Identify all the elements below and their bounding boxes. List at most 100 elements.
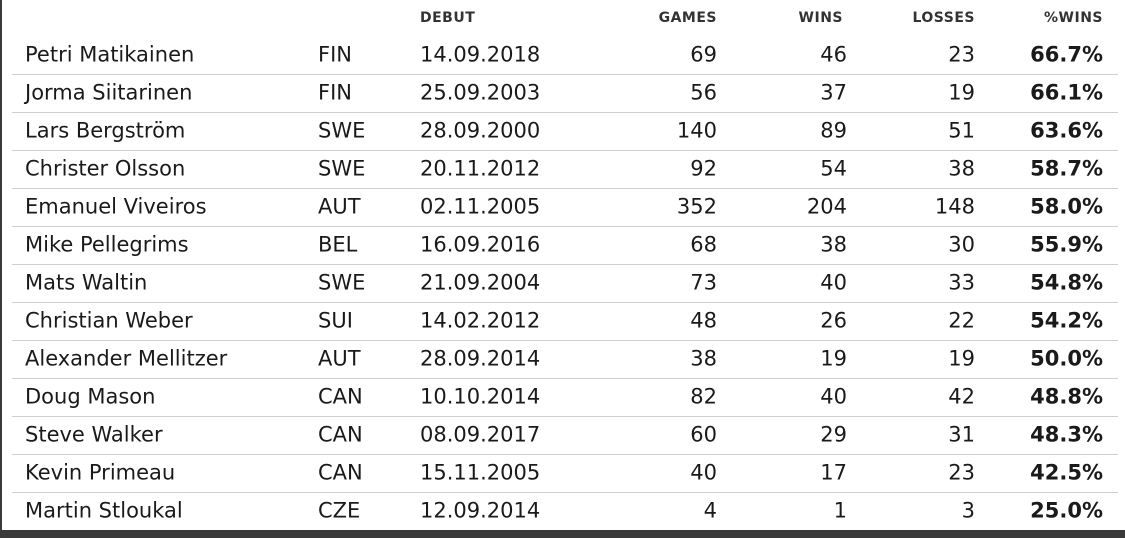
table-cell: 25.09.2003 bbox=[420, 80, 541, 105]
table-cell: 55.9% bbox=[1030, 232, 1103, 257]
table-cell: 51 bbox=[948, 118, 975, 143]
column-header: GAMES bbox=[658, 10, 717, 26]
table-cell: 56 bbox=[690, 80, 717, 105]
table-cell: 16.09.2016 bbox=[420, 232, 541, 257]
column-header: LOSSES bbox=[912, 10, 975, 26]
table-cell: AUT bbox=[318, 346, 361, 371]
table-cell: Mike Pellegrims bbox=[25, 232, 189, 257]
table-cell: 38 bbox=[948, 156, 975, 181]
table-cell: 73 bbox=[690, 270, 717, 295]
table-cell: 19 bbox=[948, 80, 975, 105]
table-cell: 40 bbox=[820, 270, 847, 295]
table-cell: 54.2% bbox=[1030, 308, 1103, 333]
table-cell: 204 bbox=[806, 194, 847, 219]
table-cell: 54 bbox=[820, 156, 847, 181]
frame-edge bbox=[0, 530, 1125, 538]
table-cell: 20.11.2012 bbox=[420, 156, 541, 181]
row-separator bbox=[12, 150, 1118, 151]
table-cell: 02.11.2005 bbox=[420, 194, 541, 219]
table-cell: 37 bbox=[820, 80, 847, 105]
row-separator bbox=[12, 492, 1118, 493]
table-cell: SUI bbox=[318, 308, 353, 333]
table-cell: 42 bbox=[948, 384, 975, 409]
row-separator bbox=[12, 264, 1118, 265]
table-cell: 14.02.2012 bbox=[420, 308, 541, 333]
table-cell: 42.5% bbox=[1030, 460, 1103, 485]
frame-edge bbox=[0, 0, 2, 538]
table-cell: FIN bbox=[318, 42, 352, 67]
row-separator bbox=[12, 416, 1118, 417]
table-cell: 46 bbox=[820, 42, 847, 67]
table-cell: 60 bbox=[690, 422, 717, 447]
table-cell: 14.09.2018 bbox=[420, 42, 541, 67]
row-separator bbox=[12, 188, 1118, 189]
table-cell: Kevin Primeau bbox=[25, 460, 176, 485]
table-cell: CAN bbox=[318, 422, 363, 447]
table-cell: 68 bbox=[690, 232, 717, 257]
table-cell: CAN bbox=[318, 460, 363, 485]
table-cell: Jorma Siitarinen bbox=[25, 80, 193, 105]
table-cell: 66.1% bbox=[1030, 80, 1103, 105]
table-cell: 352 bbox=[676, 194, 717, 219]
table-cell: Doug Mason bbox=[25, 384, 156, 409]
table-cell: 17 bbox=[820, 460, 847, 485]
table-cell: 25.0% bbox=[1030, 498, 1103, 523]
table-cell: 82 bbox=[690, 384, 717, 409]
table-cell: Emanuel Viveiros bbox=[25, 194, 207, 219]
table-cell: SWE bbox=[318, 270, 366, 295]
column-header: WINS bbox=[798, 10, 843, 26]
table-cell: 58.0% bbox=[1030, 194, 1103, 219]
table-cell: 54.8% bbox=[1030, 270, 1103, 295]
row-separator bbox=[12, 112, 1118, 113]
table-cell: 15.11.2005 bbox=[420, 460, 541, 485]
table-cell: 30 bbox=[948, 232, 975, 257]
table-cell: Steve Walker bbox=[25, 422, 163, 447]
table-cell: 26 bbox=[820, 308, 847, 333]
table-cell: SWE bbox=[318, 118, 366, 143]
table-cell: Petri Matikainen bbox=[25, 42, 195, 67]
row-separator bbox=[12, 74, 1118, 75]
table-cell: BEL bbox=[318, 232, 358, 257]
row-separator bbox=[12, 340, 1118, 341]
table-cell: SWE bbox=[318, 156, 366, 181]
table-cell: 08.09.2017 bbox=[420, 422, 541, 447]
table-cell: FIN bbox=[318, 80, 352, 105]
table-cell: 33 bbox=[948, 270, 975, 295]
table-cell: 38 bbox=[820, 232, 847, 257]
table-cell: 40 bbox=[690, 460, 717, 485]
table-cell: 12.09.2014 bbox=[420, 498, 541, 523]
table-cell: Christer Olsson bbox=[25, 156, 186, 181]
table-cell: 19 bbox=[820, 346, 847, 371]
row-separator bbox=[12, 302, 1118, 303]
row-separator bbox=[12, 378, 1118, 379]
table-cell: Lars Bergström bbox=[25, 118, 186, 143]
table-cell: Christian Weber bbox=[25, 308, 193, 333]
table-cell: 66.7% bbox=[1030, 42, 1103, 67]
column-header: %WINS bbox=[1044, 10, 1103, 26]
table-cell: 3 bbox=[961, 498, 975, 523]
table-cell: 29 bbox=[820, 422, 847, 447]
table-cell: 89 bbox=[820, 118, 847, 143]
table-cell: 148 bbox=[934, 194, 975, 219]
table-cell: 21.09.2004 bbox=[420, 270, 541, 295]
table-cell: 50.0% bbox=[1030, 346, 1103, 371]
table-cell: 140 bbox=[676, 118, 717, 143]
table-cell: 48.3% bbox=[1030, 422, 1103, 447]
table-cell: 23 bbox=[948, 460, 975, 485]
row-separator bbox=[12, 226, 1118, 227]
table-cell: 4 bbox=[703, 498, 717, 523]
table-cell: 48.8% bbox=[1030, 384, 1103, 409]
table-cell: Alexander Mellitzer bbox=[25, 346, 228, 371]
table-cell: Martin Stloukal bbox=[25, 498, 183, 523]
table-cell: CAN bbox=[318, 384, 363, 409]
table-cell: 23 bbox=[948, 42, 975, 67]
table-cell: 22 bbox=[948, 308, 975, 333]
table-cell: 40 bbox=[820, 384, 847, 409]
table-cell: 1 bbox=[833, 498, 847, 523]
table-cell: 28.09.2014 bbox=[420, 346, 541, 371]
table-cell: 28.09.2000 bbox=[420, 118, 541, 143]
table-cell: 19 bbox=[948, 346, 975, 371]
table-cell: 10.10.2014 bbox=[420, 384, 541, 409]
table-cell: 58.7% bbox=[1030, 156, 1103, 181]
